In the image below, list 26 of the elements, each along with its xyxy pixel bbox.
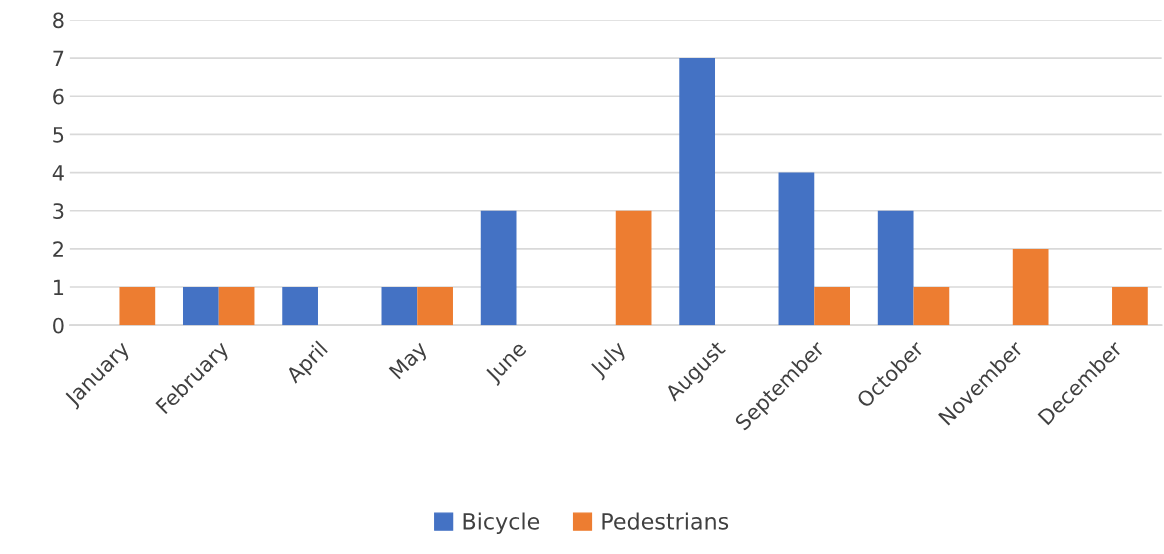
bar <box>913 287 950 326</box>
y-tick-label: 5 <box>53 127 64 143</box>
bar <box>218 287 255 326</box>
bar <box>417 287 453 326</box>
y-tick-label: 0 <box>53 317 64 334</box>
bar <box>119 287 156 326</box>
y-tick-label: 2 <box>53 241 63 257</box>
y-tick-label: 6 <box>53 88 64 105</box>
bar <box>814 287 850 326</box>
bar <box>778 172 815 326</box>
y-tick-label: 3 <box>53 203 64 219</box>
y-tick-label: 1 <box>54 279 64 295</box>
y-tick-label: 8 <box>53 12 64 29</box>
bar <box>381 287 418 326</box>
bar <box>615 210 652 326</box>
legend-label: Pedestrians <box>602 512 729 530</box>
bar <box>480 210 517 326</box>
bar <box>1112 287 1148 326</box>
bar <box>182 287 219 326</box>
bar <box>679 58 716 326</box>
y-tick-label: 7 <box>53 50 64 67</box>
bar <box>1012 248 1049 326</box>
bar <box>877 210 914 326</box>
bar <box>282 287 318 326</box>
y-tick-label: 4 <box>52 165 64 181</box>
legend-label: Bicycle <box>463 512 540 534</box>
